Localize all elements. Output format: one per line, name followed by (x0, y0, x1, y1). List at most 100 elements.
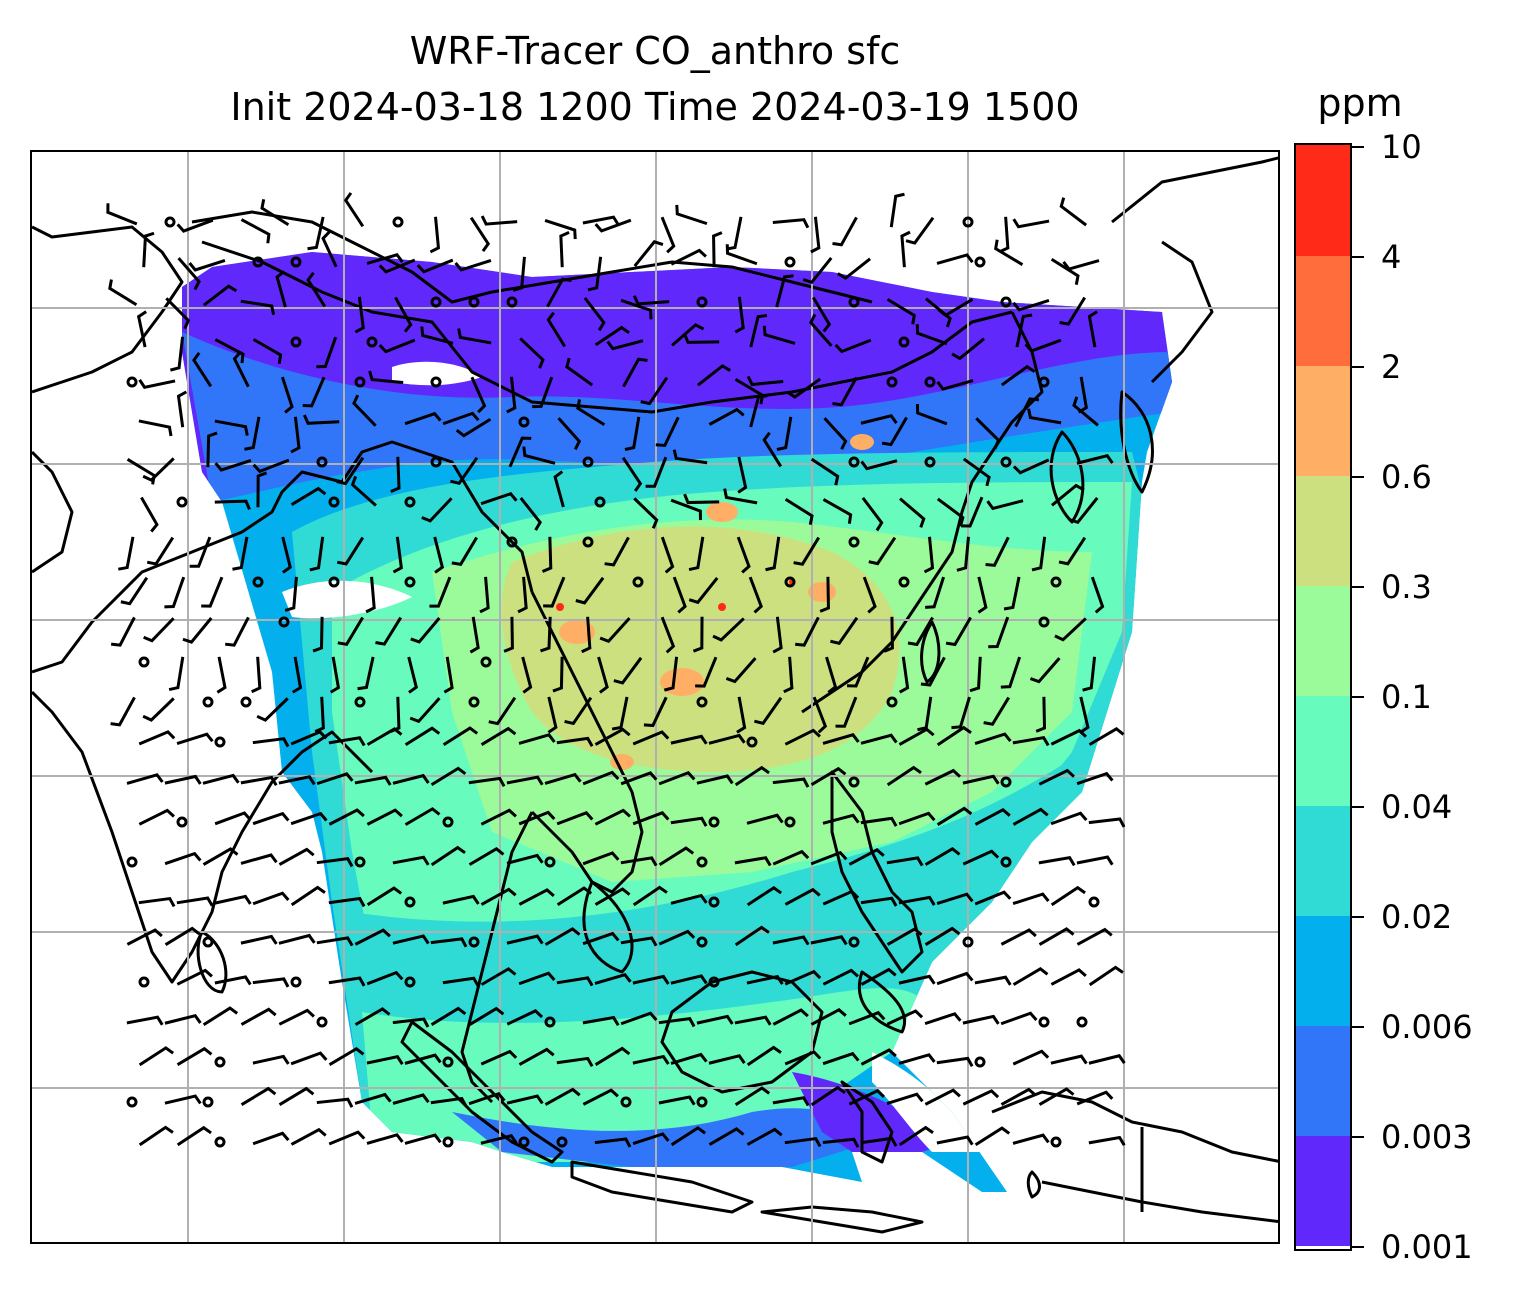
wind-barb (1015, 313, 1033, 348)
calm-wind-marker (404, 576, 416, 588)
wind-barb (366, 253, 404, 265)
wind-barb (252, 737, 290, 748)
wind-barb (708, 733, 746, 745)
wind-barb (723, 488, 758, 505)
wind-barb (846, 656, 870, 688)
colorbar-tick (1352, 806, 1364, 808)
wind-barb (925, 576, 946, 609)
map-canvas[interactable] (32, 152, 1280, 1244)
colorbar-tick (1352, 256, 1364, 258)
wind-barb (936, 725, 972, 747)
wind-barb (862, 576, 877, 614)
wind-barb (746, 375, 784, 387)
wind-barb (696, 774, 734, 785)
wind-barb (280, 376, 294, 414)
wind-barb (994, 239, 1024, 266)
wind-barb (1000, 928, 1037, 946)
calm-wind-marker (848, 456, 860, 468)
wind-barb (660, 616, 676, 654)
wind-barb (746, 813, 784, 825)
wind-barb (420, 326, 454, 345)
calm-wind-marker (468, 936, 480, 948)
wind-barb (899, 497, 926, 528)
map-panel[interactable] (30, 150, 1280, 1244)
wind-barb (645, 456, 668, 488)
wind-barb (961, 496, 984, 528)
wind-barb (354, 775, 392, 786)
wind-barb (898, 974, 936, 985)
wind-barb (290, 486, 327, 506)
wind-barb (176, 218, 214, 233)
wind-barb (962, 457, 991, 487)
calm-wind-marker (138, 656, 150, 668)
wind-barb (951, 337, 985, 361)
wind-barb (519, 337, 545, 369)
wind-barb (138, 379, 176, 390)
wind-barb (409, 697, 441, 724)
wind-barb (240, 299, 276, 316)
wind-barb (480, 1049, 518, 1066)
wind-barb (784, 728, 821, 746)
wind-barb (290, 1051, 328, 1066)
wind-barb (1079, 696, 1090, 734)
wind-barb (506, 775, 544, 786)
wind-barb (1088, 965, 1124, 987)
wind-barb (366, 727, 403, 746)
wind-barb (1014, 397, 1040, 428)
calm-wind-marker (442, 1136, 454, 1148)
wind-barb (917, 696, 933, 732)
wind-barb (454, 258, 492, 272)
colorbar-tick-label: 0.02 (1381, 898, 1453, 936)
wind-barb (547, 696, 558, 734)
wind-barb (1035, 696, 1047, 733)
wind-barb (240, 775, 278, 787)
wind-barb (594, 727, 631, 746)
colorbar-band (1296, 1135, 1350, 1246)
wind-barb (658, 1095, 696, 1106)
coastlines (32, 156, 1278, 1234)
wind-barb (518, 888, 555, 906)
wind-barb (164, 851, 202, 866)
wind-barb (672, 449, 708, 465)
wind-barb (232, 351, 250, 388)
wind-barb (522, 446, 556, 465)
chart-title-line-1: WRF-Tracer CO_anthro sfc (409, 29, 901, 73)
wind-barb (672, 576, 687, 614)
calm-wind-marker (126, 376, 138, 388)
wind-barb (1090, 576, 1105, 614)
colorbar-tick (1352, 696, 1364, 698)
wind-barb (407, 656, 419, 694)
wind-barb (553, 470, 565, 508)
wind-barb (670, 1126, 707, 1147)
wind-barb (518, 733, 556, 745)
wind-barb (696, 364, 731, 387)
wind-barb (225, 616, 250, 647)
wind-barb (688, 536, 705, 572)
wind-barb (290, 1127, 327, 1146)
wind-barb (480, 1134, 518, 1145)
calm-wind-marker (328, 576, 340, 588)
wind-barb (746, 886, 782, 907)
calm-wind-marker (848, 776, 860, 788)
wind-barb (734, 1086, 771, 1107)
wind-barb (725, 216, 743, 251)
wind-barb (468, 847, 505, 866)
wind-barb (541, 536, 553, 573)
wind-barb (176, 968, 213, 986)
wind-barb (328, 976, 366, 987)
wind-barb (594, 218, 632, 233)
wind-barb (546, 277, 572, 308)
wind-barb (683, 333, 720, 344)
wind-barb (214, 811, 252, 826)
colorbar-tick-label: 0.003 (1381, 1118, 1473, 1156)
wind-barb (898, 1125, 934, 1147)
wind-barb (343, 192, 365, 228)
calm-wind-marker (354, 856, 366, 868)
wind-barb (1000, 656, 1022, 689)
wind-barb (1076, 771, 1114, 786)
wind-barb (633, 497, 659, 529)
wind-barb (1059, 197, 1088, 227)
wind-barb (544, 927, 581, 946)
wind-barb (1059, 296, 1086, 326)
wind-barb (886, 927, 923, 946)
